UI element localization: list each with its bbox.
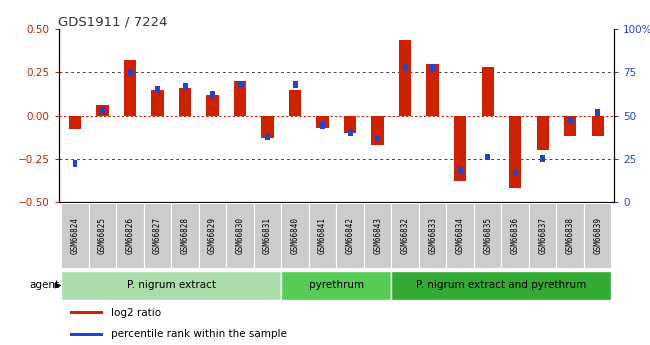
Bar bbox=[371, 116, 384, 145]
Bar bbox=[127, 69, 133, 76]
Text: GSM66832: GSM66832 bbox=[400, 217, 410, 254]
Text: GSM66835: GSM66835 bbox=[483, 217, 492, 254]
Text: GSM66840: GSM66840 bbox=[291, 217, 300, 254]
Text: GSM66839: GSM66839 bbox=[593, 217, 603, 254]
Bar bbox=[70, 311, 103, 314]
Bar bbox=[536, 116, 549, 150]
FancyBboxPatch shape bbox=[391, 203, 419, 268]
Bar bbox=[426, 64, 439, 116]
Bar bbox=[595, 109, 600, 116]
FancyBboxPatch shape bbox=[556, 203, 584, 268]
Text: P. nigrum extract: P. nigrum extract bbox=[127, 280, 216, 290]
FancyBboxPatch shape bbox=[529, 203, 556, 268]
FancyBboxPatch shape bbox=[281, 203, 309, 268]
Text: GSM66826: GSM66826 bbox=[125, 217, 135, 254]
FancyBboxPatch shape bbox=[116, 203, 144, 268]
FancyBboxPatch shape bbox=[89, 203, 116, 268]
Bar bbox=[100, 107, 105, 114]
FancyBboxPatch shape bbox=[144, 203, 172, 268]
Bar bbox=[96, 105, 109, 116]
FancyBboxPatch shape bbox=[337, 203, 364, 268]
Bar bbox=[485, 154, 490, 160]
Text: GDS1911 / 7224: GDS1911 / 7224 bbox=[58, 15, 168, 28]
Bar bbox=[207, 95, 219, 116]
Bar bbox=[454, 116, 466, 181]
FancyBboxPatch shape bbox=[391, 271, 612, 300]
FancyBboxPatch shape bbox=[226, 203, 254, 268]
FancyBboxPatch shape bbox=[172, 203, 199, 268]
FancyBboxPatch shape bbox=[199, 203, 226, 268]
FancyBboxPatch shape bbox=[501, 203, 529, 268]
Text: GSM66834: GSM66834 bbox=[456, 217, 465, 254]
Bar bbox=[292, 81, 298, 88]
Text: GSM66830: GSM66830 bbox=[235, 217, 244, 254]
Text: GSM66827: GSM66827 bbox=[153, 217, 162, 254]
Bar bbox=[265, 133, 270, 140]
Bar bbox=[69, 116, 81, 129]
Bar bbox=[375, 135, 380, 141]
FancyBboxPatch shape bbox=[309, 203, 337, 268]
Text: GSM66838: GSM66838 bbox=[566, 217, 575, 254]
Bar bbox=[238, 81, 242, 88]
Text: P. nigrum extract and pyrethrum: P. nigrum extract and pyrethrum bbox=[416, 280, 586, 290]
Bar bbox=[70, 333, 103, 335]
Bar bbox=[509, 116, 521, 188]
Bar bbox=[348, 129, 352, 136]
FancyBboxPatch shape bbox=[281, 271, 391, 300]
Text: pyrethrum: pyrethrum bbox=[309, 280, 364, 290]
Text: GSM66831: GSM66831 bbox=[263, 217, 272, 254]
Bar bbox=[320, 122, 325, 129]
Text: GSM66836: GSM66836 bbox=[511, 217, 520, 254]
Text: GSM66829: GSM66829 bbox=[208, 217, 217, 254]
Text: agent: agent bbox=[29, 280, 59, 290]
FancyBboxPatch shape bbox=[584, 203, 612, 268]
Bar bbox=[234, 81, 246, 116]
Bar bbox=[482, 67, 494, 116]
Bar bbox=[210, 91, 215, 98]
FancyBboxPatch shape bbox=[447, 203, 474, 268]
Bar bbox=[155, 86, 160, 93]
Bar bbox=[403, 64, 408, 71]
Text: log2 ratio: log2 ratio bbox=[111, 308, 161, 318]
Bar bbox=[344, 116, 356, 133]
Text: GSM66841: GSM66841 bbox=[318, 217, 327, 254]
Bar bbox=[317, 116, 329, 128]
FancyBboxPatch shape bbox=[254, 203, 281, 268]
Bar bbox=[564, 116, 577, 136]
Text: GSM66842: GSM66842 bbox=[346, 217, 355, 254]
Bar bbox=[458, 167, 463, 174]
Bar bbox=[124, 60, 136, 116]
FancyBboxPatch shape bbox=[61, 271, 281, 300]
Bar bbox=[179, 88, 191, 116]
Bar bbox=[540, 155, 545, 162]
Text: GSM66837: GSM66837 bbox=[538, 217, 547, 254]
Text: GSM66824: GSM66824 bbox=[70, 217, 79, 254]
Bar bbox=[151, 90, 164, 116]
Bar bbox=[567, 117, 573, 124]
Text: percentile rank within the sample: percentile rank within the sample bbox=[111, 329, 287, 339]
Text: GSM66825: GSM66825 bbox=[98, 217, 107, 254]
Bar bbox=[289, 90, 302, 116]
FancyBboxPatch shape bbox=[474, 203, 501, 268]
FancyBboxPatch shape bbox=[419, 203, 447, 268]
Text: GSM66833: GSM66833 bbox=[428, 217, 437, 254]
FancyBboxPatch shape bbox=[364, 203, 391, 268]
Bar bbox=[513, 169, 517, 176]
Bar bbox=[430, 64, 435, 71]
Bar bbox=[399, 40, 411, 116]
Text: GSM66843: GSM66843 bbox=[373, 217, 382, 254]
Bar bbox=[183, 83, 188, 90]
Bar bbox=[261, 116, 274, 138]
FancyBboxPatch shape bbox=[61, 203, 89, 268]
Text: GSM66828: GSM66828 bbox=[181, 217, 190, 254]
Bar bbox=[592, 116, 604, 136]
Bar bbox=[73, 160, 77, 167]
